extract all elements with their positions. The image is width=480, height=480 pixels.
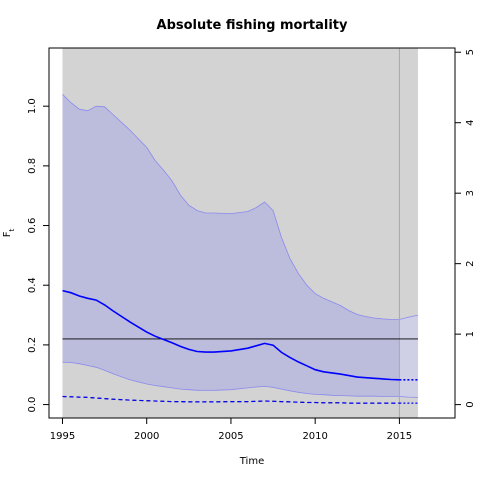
y-axis-title-subscript: t [8, 228, 16, 231]
secondary-dashed-line [62, 395, 400, 404]
prediction-lower-line [399, 396, 418, 398]
y2-tick-label: 1 [465, 331, 476, 337]
y2-tick-label: 0 [465, 401, 476, 407]
estimate-line [62, 289, 400, 381]
y2-tick-label: 5 [465, 49, 476, 55]
y2-tick-label: 2 [465, 260, 476, 266]
axes: 1995 2000 2005 2010 2015 0.0 0.2 0.4 0.6 0.8 1.0 0 1… [27, 47, 476, 442]
plot-area [62, 48, 418, 418]
y-tick-label: 0.6 [27, 218, 38, 234]
x-tick-label: 2000 [134, 431, 159, 442]
y-tick-label: 0.0 [27, 397, 38, 413]
y-tick-label: 0.4 [27, 277, 38, 293]
x-tick-label: 2010 [302, 431, 327, 442]
plot-frame [48, 47, 456, 419]
y-axis-title-main: F [2, 231, 13, 237]
x-axis-title: Time [239, 456, 264, 467]
prediction-upper-line [399, 314, 418, 320]
x-tick-label: 2005 [218, 431, 243, 442]
x-tick-label: 1995 [50, 431, 75, 442]
lower-bound-line [62, 361, 400, 397]
y2-tick-label: 3 [465, 190, 476, 196]
x-tick-label: 2015 [387, 431, 412, 442]
y-axis-title: Ft [2, 228, 16, 237]
confidence-band [62, 94, 400, 397]
y-tick-label: 0.8 [27, 158, 38, 174]
y-tick-label: 0.2 [27, 337, 38, 353]
y2-tick-label: 4 [465, 120, 476, 126]
chart-title: Absolute fishing mortality [157, 18, 348, 33]
upper-bound-line [62, 94, 400, 320]
y-tick-label: 1.0 [27, 98, 38, 114]
prediction-band [399, 315, 418, 398]
